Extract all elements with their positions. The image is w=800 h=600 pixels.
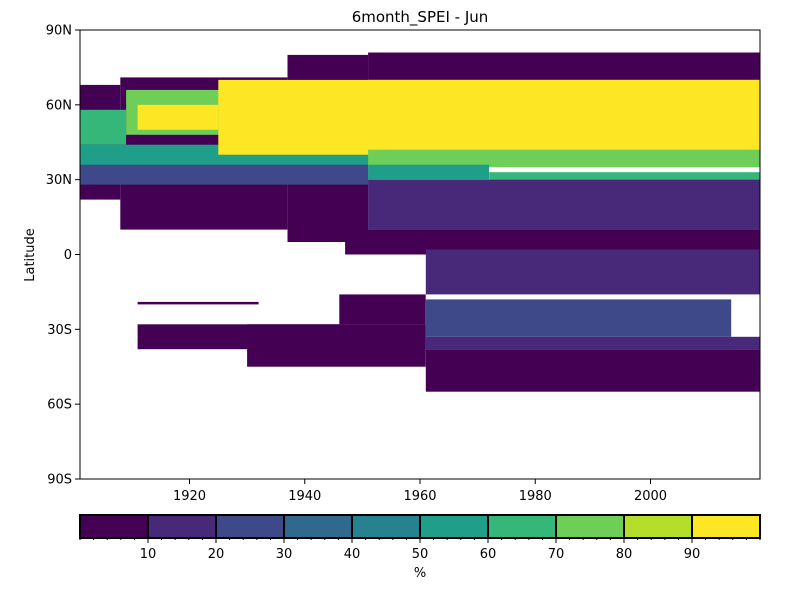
colorbar-swatch [351,514,421,539]
y-tick-label: 90S [47,473,72,488]
colorbar-swatch [623,514,693,539]
y-tick-label: 60S [47,398,72,413]
heatmap-region-15 [425,249,760,267]
colorbar-tick-label: 60 [480,547,497,562]
colorbar-swatch [487,514,557,539]
colorbar-tick-label: 80 [616,547,633,562]
heatmap-region-19 [339,294,426,325]
heatmap-region-20 [425,349,760,392]
heatmap-region-3 [368,52,760,80]
colorbar-tick-label: 50 [412,547,429,562]
y-axis: 90N 60N 30N 0 30S 60S 90S [46,24,80,488]
colorbar-swatch [215,514,285,539]
heatmap-region-13 [368,179,760,230]
y-tick-label: 60N [46,98,72,113]
colorbar-swatch [555,514,625,539]
x-tick-label: 1920 [173,489,206,504]
colorbar-tick-label: 10 [140,547,157,562]
x-tick-label: 1940 [288,489,321,504]
x-tick-label: 1980 [519,489,552,504]
colorbar-tick-label: 70 [548,547,565,562]
heatmap-cells [80,52,761,392]
colorbar-swatch [691,514,761,539]
colorbar-swatch [147,514,217,539]
heatmap-region-18 [247,324,426,367]
colorbar-tick-label: 20 [208,547,225,562]
y-tick-label: 0 [64,248,72,263]
heatmap-region-21 [425,299,732,337]
colorbar-tick-label: 30 [276,547,293,562]
y-tick-label: 90N [46,24,72,39]
heatmap-region-16 [425,267,760,295]
heatmap-region-6 [80,109,127,145]
x-tick-label: 1960 [403,489,436,504]
colorbar-tick-label: 40 [344,547,361,562]
heatmap-region-8 [218,79,761,155]
heatmap-region-22 [425,336,760,350]
colorbar-swatch [79,514,149,539]
heatmap-region-9 [137,104,219,130]
heatmap-region-23 [137,301,259,305]
colorbar-label: % [414,566,426,581]
colorbar-tick-label: 90 [684,547,701,562]
chart-title: 6month_SPEI - Jun [352,8,489,27]
colorbar-swatch [419,514,489,539]
colorbar-swatch [283,514,353,539]
heatmap-region-11 [368,164,490,180]
y-axis-label: Latitude [23,228,38,282]
y-tick-label: 30N [46,173,72,188]
y-tick-label: 30S [47,323,72,338]
x-tick-label: 2000 [634,489,667,504]
x-axis: 1920 1940 1960 1980 2000 [173,479,667,504]
colorbar: 10 20 30 40 50 60 70 80 90 [79,514,761,562]
heatmap-region-10 [368,149,760,168]
